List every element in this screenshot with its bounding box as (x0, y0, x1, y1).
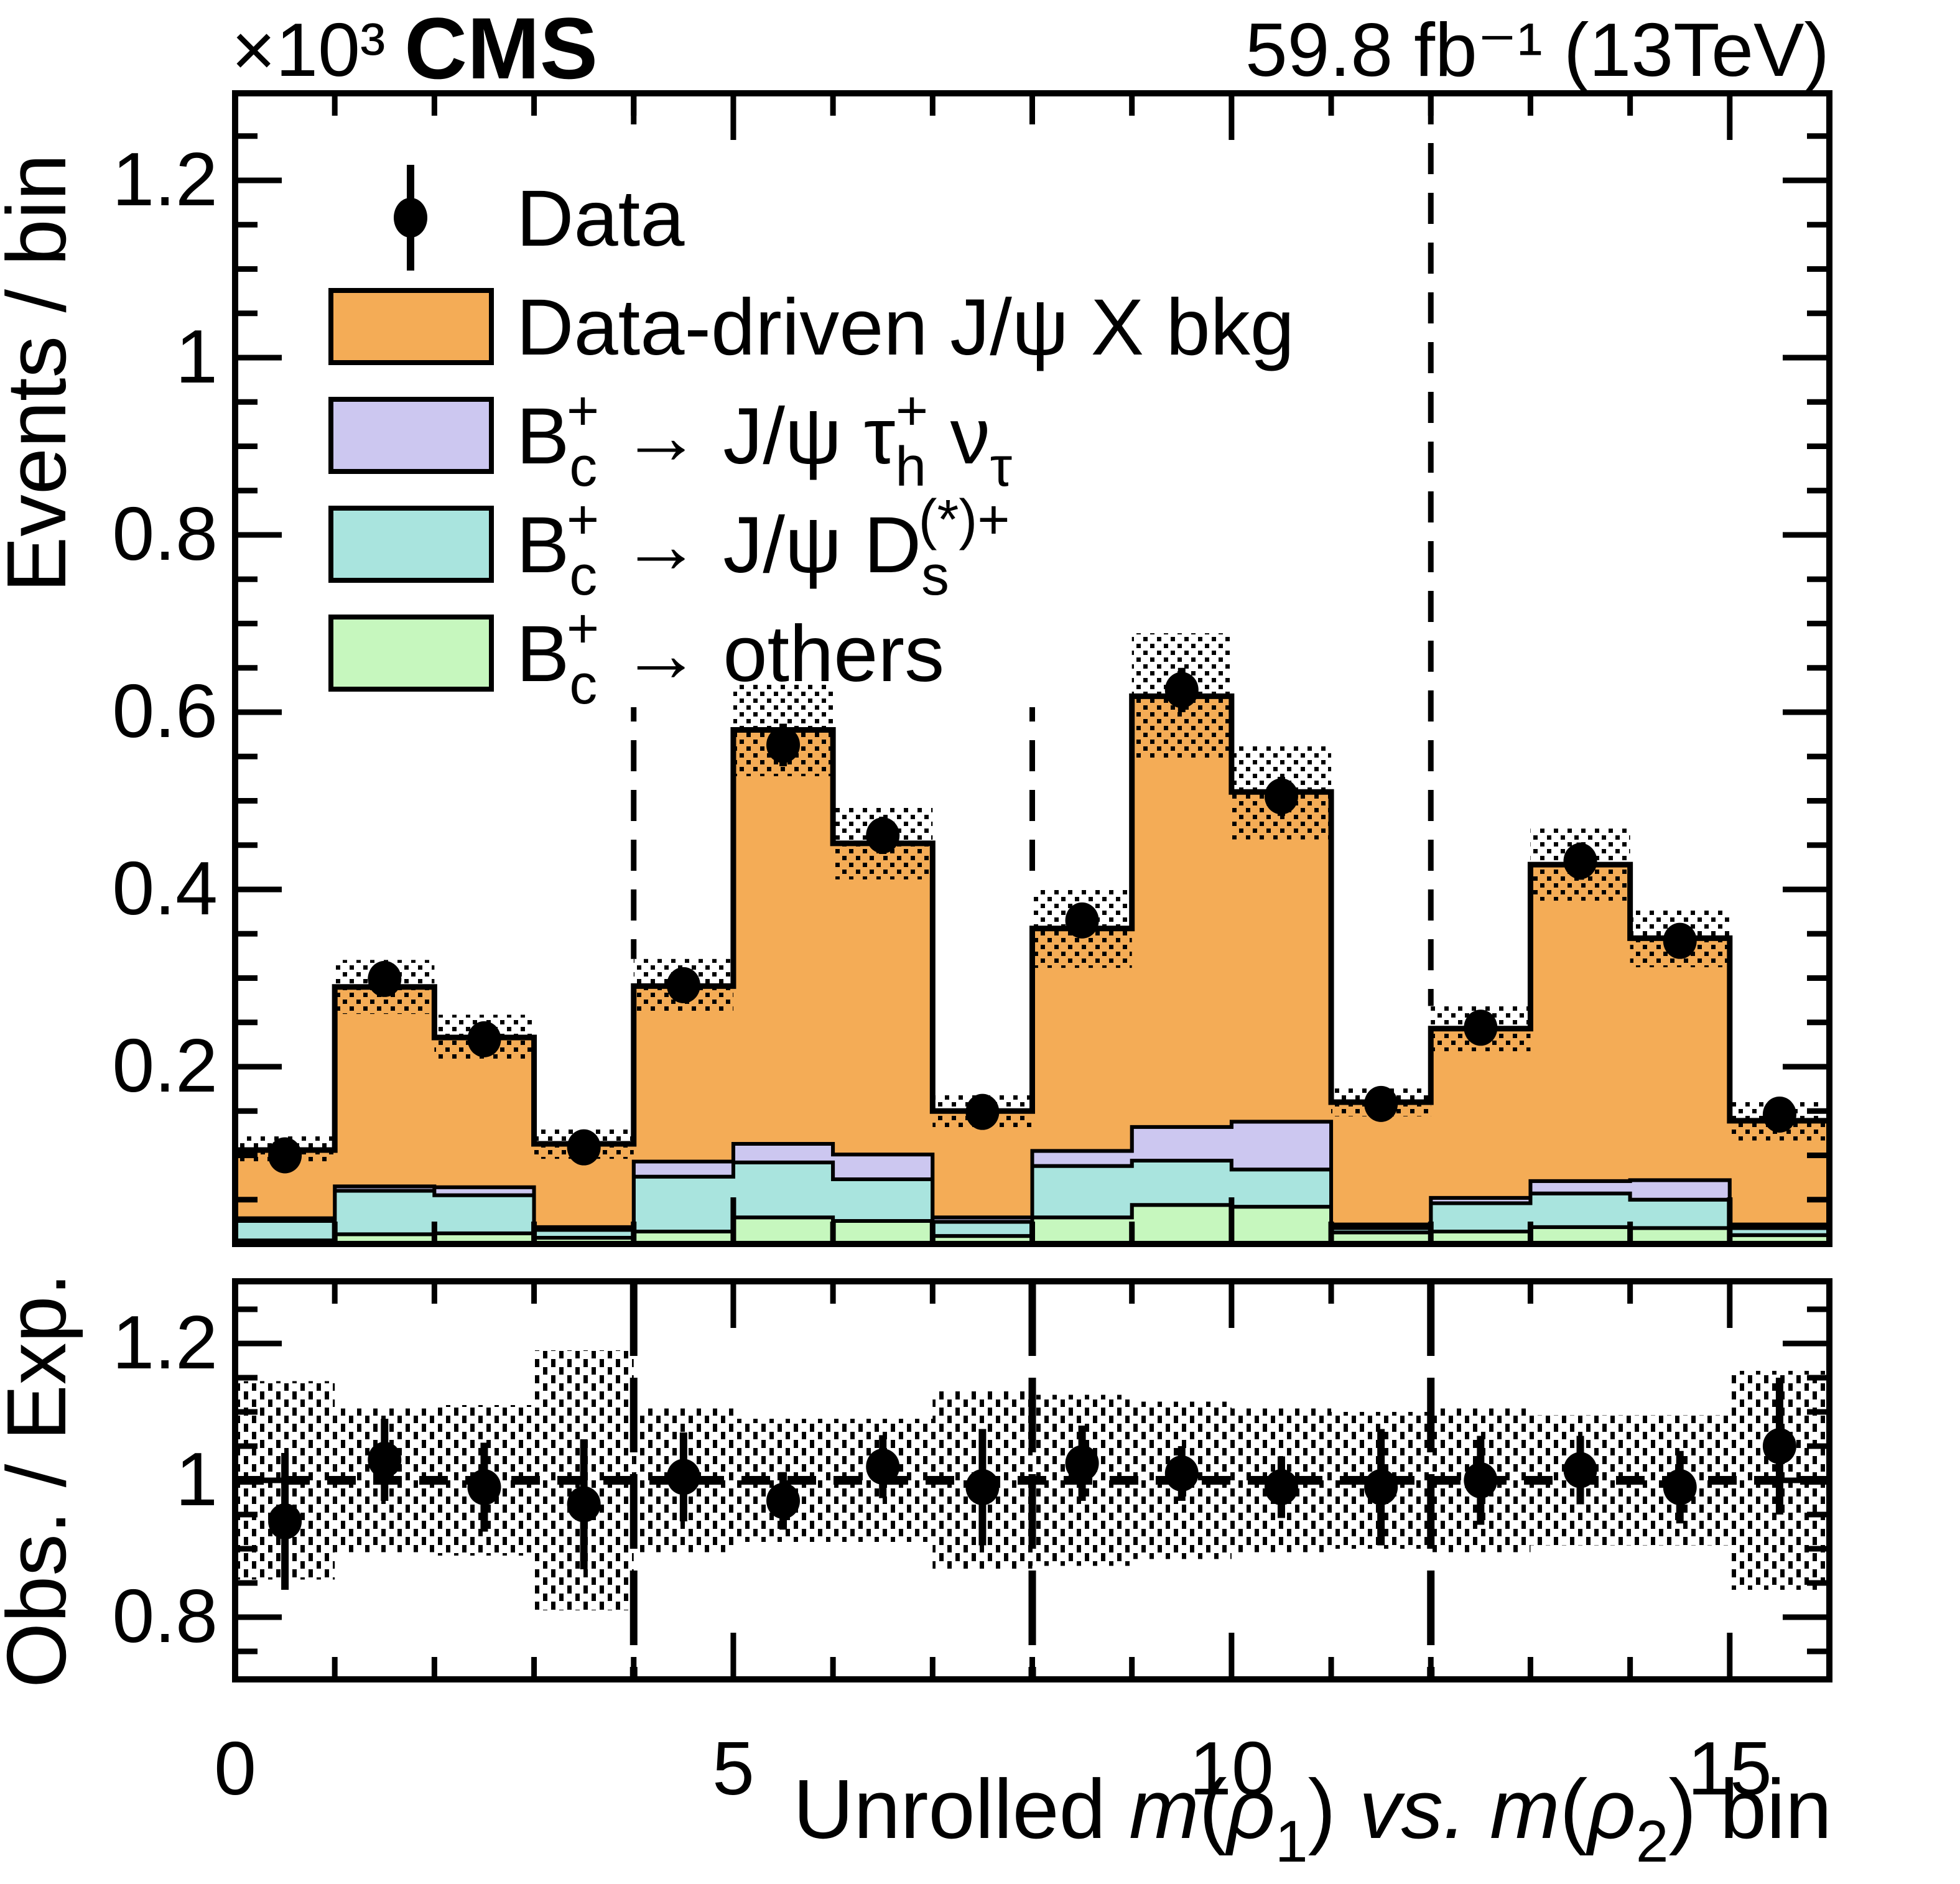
ratio-point-bin-0 (268, 1503, 302, 1539)
y-tick-label-ratio: 1 (175, 1437, 218, 1521)
data-point-bin-7 (965, 1093, 1000, 1130)
data-point-bin-2 (467, 1021, 501, 1057)
ratio-point-bin-11 (1364, 1469, 1398, 1505)
data-point-bin-1 (368, 960, 402, 997)
top-panel-separators (631, 93, 1434, 1006)
legend-swatch-ds (328, 506, 494, 583)
ratio-point-bin-1 (368, 1442, 402, 1478)
y-tick-label-top: 0.4 (112, 846, 218, 930)
legend-label-others: Bc+ → others (516, 597, 944, 715)
data-point-bin-10 (1264, 778, 1298, 815)
ratio-point-bin-10 (1264, 1469, 1298, 1505)
legend-label-data: Data (516, 174, 685, 263)
x-axis-title: Unrolled m(ρ1) vs. m(ρ2) bin (793, 1762, 1832, 1875)
x-tick-label: 15 (1688, 1726, 1772, 1811)
y-tick-label-top: 0.8 (112, 491, 218, 576)
legend-data-marker (394, 198, 427, 238)
axis-tick-labels: 0.2 0.4 0.6 0.8 1 1.2 0.8 1 1.2 0 5 10 15 (112, 137, 1772, 1811)
ratio-point-bin-5 (766, 1483, 801, 1519)
ratio-point-bin-6 (866, 1449, 900, 1485)
data-points-top (268, 667, 1796, 1174)
data-point-bin-4 (666, 967, 700, 1003)
ratio-point-bin-3 (567, 1486, 601, 1523)
axis-ticks (235, 93, 1829, 1679)
ratio-point-bin-15 (1762, 1428, 1796, 1464)
stacked-histogram (232, 693, 1832, 1246)
x-tick-label: 0 (214, 1726, 256, 1811)
data-point-bin-0 (268, 1137, 302, 1174)
data-point-bin-13 (1563, 843, 1597, 879)
x-tick-label: 10 (1189, 1726, 1274, 1811)
legend-swatch-others (328, 615, 494, 692)
ratio-point-bin-2 (467, 1469, 501, 1505)
ratio-point-bin-14 (1663, 1469, 1697, 1505)
luminosity-label: 59.8 fb⁻¹ (13TeV) (1245, 7, 1829, 92)
ratio-point-bin-4 (666, 1459, 700, 1495)
y-axis-title-top: Events / bin (0, 154, 83, 592)
ratio-point-bin-7 (965, 1469, 1000, 1505)
experiment-label: CMS (404, 0, 598, 97)
x-axis-title-text: Unrolled m(ρ1) vs. m(ρ2) bin (793, 1762, 1832, 1875)
y-tick-label-top: 0.6 (112, 669, 218, 753)
data-point-bin-14 (1663, 922, 1697, 959)
x-tick-label: 5 (712, 1726, 755, 1811)
legend-label-jpsix: Data-driven J/ψ X bkg (516, 283, 1294, 372)
y-tick-label-top: 1 (175, 314, 218, 399)
y-axis-scale-label: ×10³ (231, 7, 386, 92)
data-point-bin-8 (1065, 902, 1099, 939)
legend-swatch-tau (328, 397, 494, 474)
ratio-point-bin-12 (1464, 1462, 1498, 1498)
data-point-bin-11 (1364, 1085, 1398, 1122)
ratio-point-bin-8 (1065, 1445, 1099, 1482)
y-tick-label-top: 0.2 (112, 1023, 218, 1108)
data-point-bin-15 (1762, 1096, 1796, 1133)
y-tick-label-top: 1.2 (112, 137, 218, 221)
data-point-bin-12 (1464, 1009, 1498, 1046)
y-tick-label-ratio: 0.8 (112, 1574, 218, 1658)
data-point-bin-6 (866, 817, 900, 854)
legend-label-ds: Bc+ → J/ψ Ds(*)+ (516, 488, 1010, 606)
y-axis-title-ratio: Obs. / Exp. (0, 1273, 83, 1688)
ratio-point-bin-9 (1164, 1455, 1199, 1492)
data-point-bin-9 (1164, 672, 1199, 708)
legend-swatch-jpsix (328, 288, 494, 365)
y-tick-label-ratio: 1.2 (112, 1300, 218, 1385)
ratio-point-bin-13 (1563, 1452, 1597, 1488)
data-point-bin-5 (766, 726, 801, 763)
legend-label-tau: Bc+ → J/ψ τh+ ντ (516, 379, 1012, 498)
ratio-points (268, 1378, 1796, 1590)
data-point-bin-3 (567, 1129, 601, 1166)
